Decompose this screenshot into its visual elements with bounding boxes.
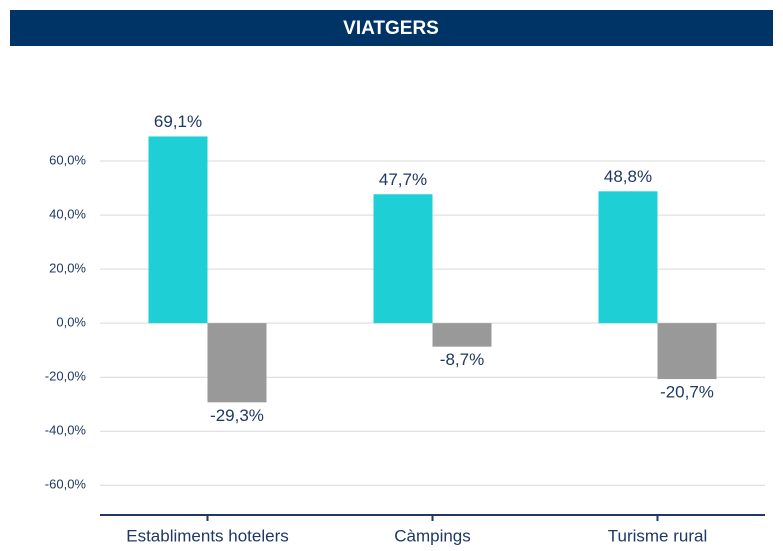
bar <box>207 323 267 403</box>
bar <box>598 191 658 324</box>
y-tick-label: 0,0% <box>56 315 86 330</box>
bar <box>373 194 433 324</box>
y-tick-label: -40,0% <box>45 423 87 438</box>
y-tick-label: -60,0% <box>45 477 87 492</box>
bar <box>432 323 492 347</box>
x-tick-label: Turisme rural <box>608 526 708 545</box>
title-bar <box>10 10 773 46</box>
x-tick-label: Establiments hotelers <box>126 526 289 545</box>
value-label: 48,8% <box>604 167 652 186</box>
bar <box>657 323 717 380</box>
value-label: 47,7% <box>379 170 427 189</box>
value-label: -8,7% <box>440 350 484 369</box>
value-label: -20,7% <box>660 383 714 402</box>
bar <box>148 136 208 324</box>
chart-title: VIATGERS <box>343 18 439 39</box>
value-label: 69,1% <box>154 112 202 131</box>
value-label: -29,3% <box>210 406 264 425</box>
x-tick-label: Càmpings <box>394 526 471 545</box>
y-tick-label: -20,0% <box>45 369 87 384</box>
y-tick-label: 60,0% <box>49 152 86 167</box>
y-tick-label: 20,0% <box>49 261 86 276</box>
y-tick-label: 40,0% <box>49 207 86 222</box>
